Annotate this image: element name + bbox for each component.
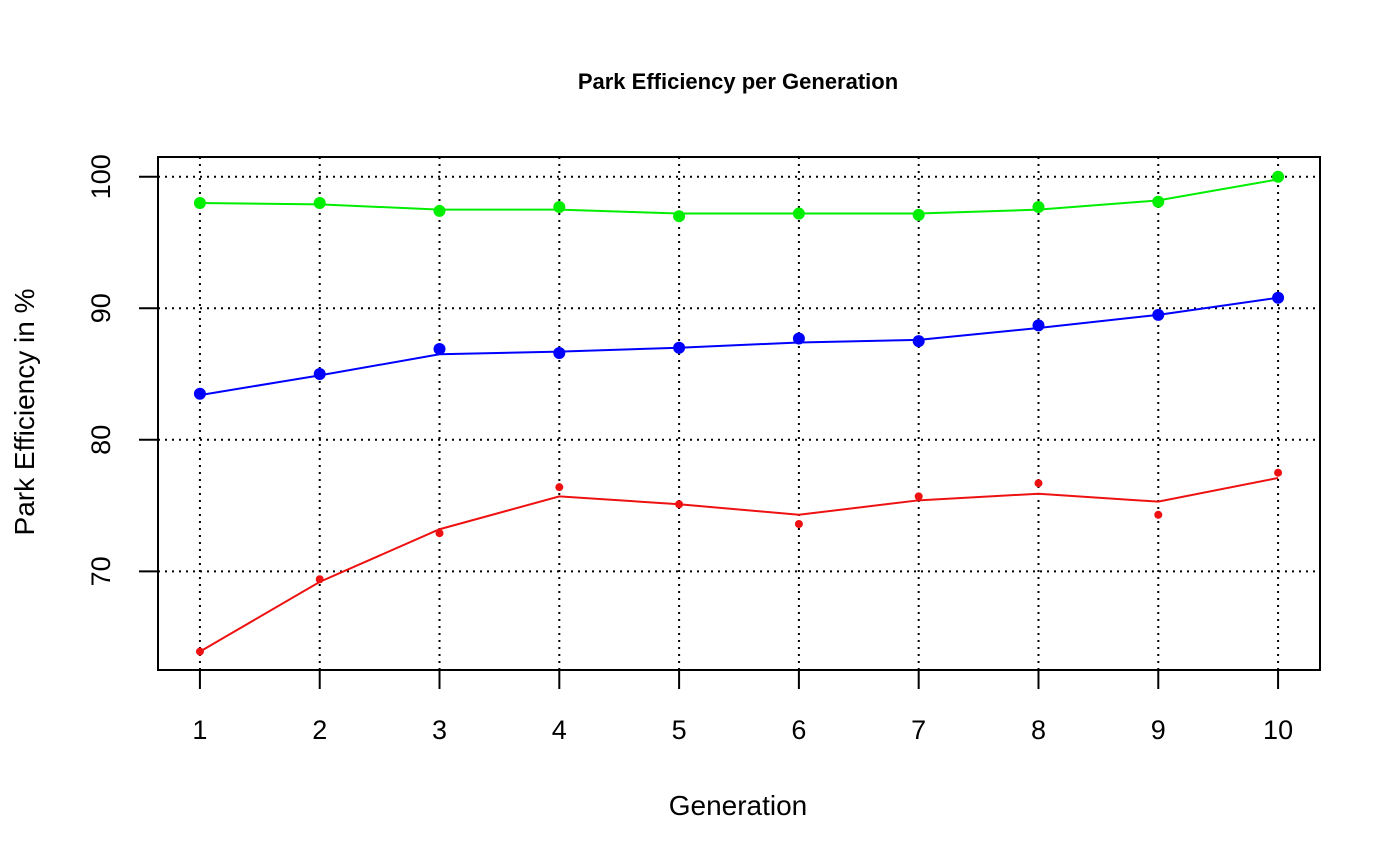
data-point bbox=[193, 197, 206, 210]
x-tick-label: 4 bbox=[552, 715, 567, 745]
x-axis-label: Generation bbox=[669, 790, 808, 821]
x-tick-label: 2 bbox=[312, 715, 327, 745]
plot-frame bbox=[157, 156, 1321, 671]
data-point bbox=[1152, 195, 1165, 208]
data-point bbox=[193, 387, 206, 400]
y-tick-label: 70 bbox=[86, 556, 116, 586]
x-tick-label: 1 bbox=[192, 715, 207, 745]
x-tick-label: 9 bbox=[1151, 715, 1166, 745]
y-tick-label: 90 bbox=[86, 293, 116, 323]
x-tick-label: 6 bbox=[791, 715, 806, 745]
x-tick-label: 10 bbox=[1263, 715, 1293, 745]
series-0 bbox=[193, 170, 1285, 223]
data-point bbox=[1032, 200, 1045, 213]
y-axis-label: Park Efficiency in % bbox=[9, 289, 40, 536]
y-tick-label: 100 bbox=[86, 154, 116, 199]
data-point bbox=[1034, 479, 1043, 488]
data-point bbox=[1152, 308, 1165, 321]
data-point bbox=[914, 492, 923, 501]
series-line bbox=[199, 178, 1279, 215]
data-point bbox=[1272, 170, 1285, 183]
chart-title: Park Efficiency per Generation bbox=[578, 69, 898, 94]
series-line bbox=[199, 476, 1279, 653]
series-layer bbox=[193, 170, 1285, 656]
data-point bbox=[912, 335, 925, 348]
data-point bbox=[1272, 291, 1285, 304]
data-point bbox=[435, 529, 444, 538]
data-point bbox=[675, 500, 684, 509]
series-1 bbox=[193, 291, 1285, 400]
data-point bbox=[1154, 510, 1163, 519]
data-point bbox=[553, 346, 566, 359]
data-point bbox=[433, 204, 446, 217]
data-point bbox=[313, 197, 326, 210]
x-tick-label: 8 bbox=[1031, 715, 1046, 745]
data-point bbox=[1032, 319, 1045, 332]
data-point bbox=[553, 200, 566, 213]
series-line bbox=[199, 296, 1279, 397]
data-point bbox=[912, 208, 925, 221]
grid bbox=[158, 157, 1320, 670]
x-tick-label: 7 bbox=[911, 715, 926, 745]
data-point bbox=[794, 519, 803, 528]
series-2 bbox=[195, 468, 1283, 656]
axes: 1 2 3 4 5 6 7 8 9 10 70 80 90 100 bbox=[86, 154, 1293, 745]
data-point bbox=[792, 207, 805, 220]
data-point bbox=[673, 341, 686, 354]
data-point bbox=[792, 332, 805, 345]
x-tick-label: 3 bbox=[432, 715, 447, 745]
x-tick-label: 5 bbox=[672, 715, 687, 745]
data-point bbox=[1274, 468, 1283, 477]
data-point bbox=[673, 210, 686, 223]
y-tick-label: 80 bbox=[86, 425, 116, 455]
data-point bbox=[433, 343, 446, 356]
data-point bbox=[555, 483, 564, 492]
data-point bbox=[313, 368, 326, 381]
data-point bbox=[315, 575, 324, 584]
data-point bbox=[195, 647, 204, 656]
